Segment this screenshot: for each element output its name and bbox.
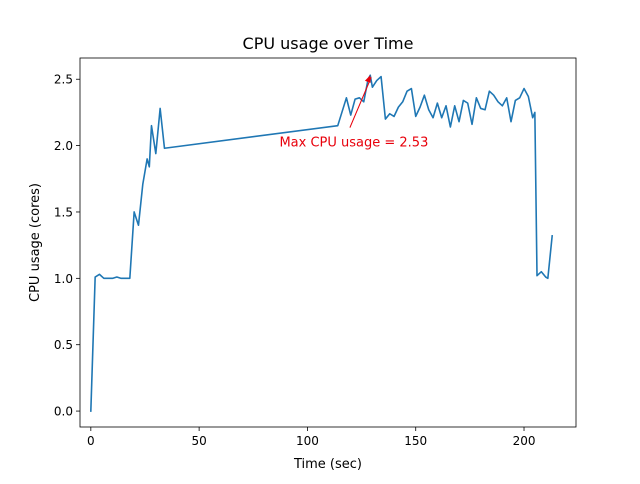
plot-frame (79, 57, 577, 428)
annotation-label: Max CPU usage = 2.53 (279, 136, 428, 151)
annotation-arrow-line (349, 77, 372, 128)
chart-marks: Max CPU usage = 2.53 (90, 74, 554, 412)
x-tick-label: 50 (191, 434, 206, 448)
y-tick-label: 0.0 (54, 405, 73, 419)
y-tick-label: 0.5 (54, 338, 73, 352)
cpu-usage-series-line (90, 74, 554, 412)
y-tick-label: 1.5 (54, 205, 73, 219)
y-axis-label: CPU usage (cores) (28, 183, 43, 302)
y-tick-label: 2.0 (54, 139, 73, 153)
x-tick-label: 0 (87, 434, 95, 448)
x-tick-label: 150 (404, 434, 427, 448)
y-tick-label: 2.5 (54, 73, 73, 87)
x-tick-label: 200 (513, 434, 536, 448)
annotation-arrowhead (364, 75, 371, 83)
y-tick-label: 1.0 (54, 272, 73, 286)
chart-title: CPU usage over Time (243, 34, 414, 53)
x-tick-label: 100 (296, 434, 319, 448)
x-axis-label: Time (sec) (293, 457, 362, 472)
plot-area (80, 58, 576, 427)
axis-ticks: 0 50 100 150 200 0.0 0.5 1.0 1.5 2.0 2.5 (54, 73, 536, 448)
